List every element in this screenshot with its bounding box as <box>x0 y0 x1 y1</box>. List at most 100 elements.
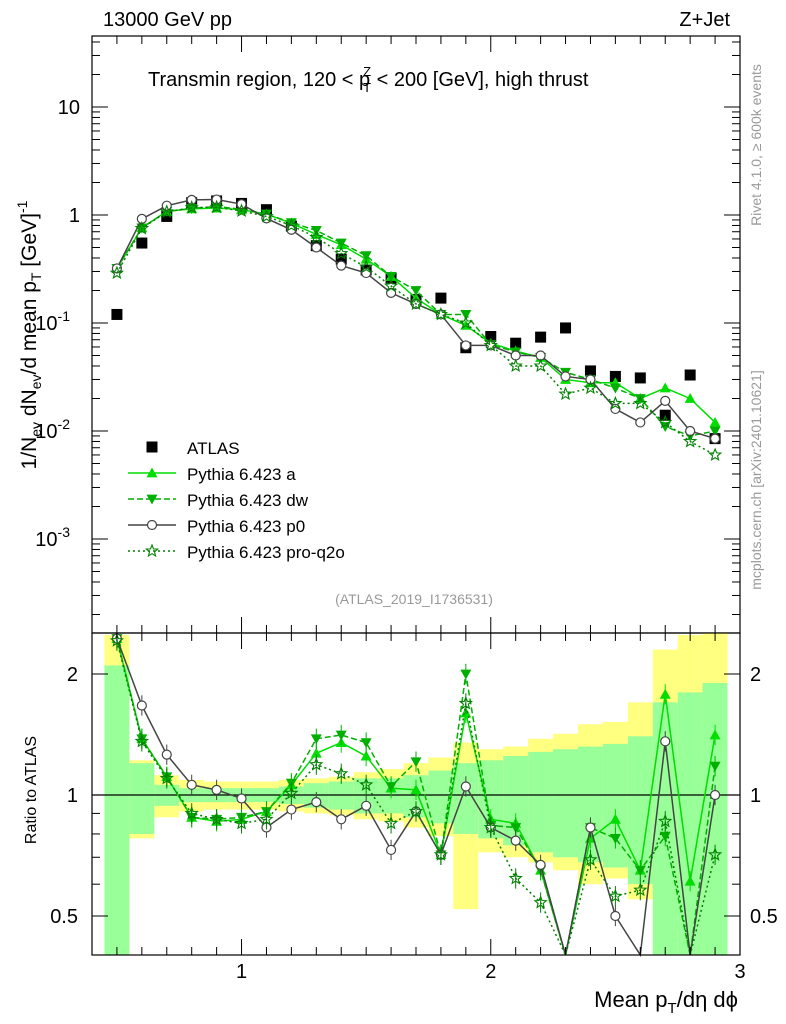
data-point <box>685 425 696 437</box>
data-point <box>159 204 174 218</box>
ratio-point <box>533 895 548 909</box>
ratio-point <box>610 910 621 922</box>
series-pythia-6-423-pro-q2o <box>109 199 723 462</box>
ratio-point <box>508 870 523 885</box>
data-point <box>358 259 374 274</box>
ratio-point <box>259 811 274 826</box>
ratio-point <box>634 865 646 876</box>
ratio-point <box>310 747 322 758</box>
data-point <box>435 292 447 304</box>
ratio-point <box>707 847 723 861</box>
series-line <box>116 207 716 423</box>
data-point <box>635 417 646 428</box>
legend-item: Pythia 6.423 pro-q2o <box>128 543 345 562</box>
ratio-point <box>234 815 249 830</box>
x-tick-label: 2 <box>485 961 496 983</box>
legend-marker <box>144 543 160 558</box>
data-point <box>186 194 197 205</box>
ratio-axis-ticks: 0.5 0.5 1 1 2 2 1 2 3 <box>50 633 778 983</box>
side-label-mcplots: mcplots.cern.ch [arXiv:2401.10621] <box>748 370 764 589</box>
series-line <box>116 205 716 437</box>
ratio-point <box>410 784 422 795</box>
ratio-point <box>659 831 671 842</box>
data-point <box>634 394 646 404</box>
ratio-point <box>184 805 199 820</box>
ratio-point <box>633 882 648 897</box>
ratio-point <box>336 814 347 825</box>
ratio-point <box>385 844 397 856</box>
stat-band <box>104 665 130 955</box>
data-point <box>460 340 471 351</box>
ratio-point <box>136 700 147 711</box>
stat-band <box>528 751 554 853</box>
data-point <box>485 330 497 342</box>
region-title-pre: Transmin region, 120 < p <box>148 69 370 91</box>
ratio-point <box>360 738 372 749</box>
data-point <box>583 380 598 395</box>
ratio-point <box>483 820 498 834</box>
ratio-point <box>385 782 397 792</box>
data-point <box>684 369 696 381</box>
data-point <box>684 392 696 403</box>
main-axis-ticks: 10-3 10-2 10-1 1 10 <box>35 36 741 633</box>
ratio-point <box>383 815 399 830</box>
data-point <box>558 386 573 401</box>
ratio-y-tick-label: 0.5 <box>50 906 78 928</box>
legend-item: Pythia 6.423 p0 <box>128 517 305 536</box>
data-point <box>633 395 648 410</box>
data-point <box>634 372 646 384</box>
ratio-point <box>211 784 222 795</box>
data-point <box>335 253 347 265</box>
data-point <box>336 260 347 271</box>
ratio-point <box>510 835 521 846</box>
data-point <box>309 229 324 244</box>
ratio-data-series <box>109 633 723 958</box>
data-point <box>311 242 322 253</box>
y-tick-label: 10-1 <box>35 308 70 335</box>
y-tick-label: 10 <box>58 97 80 119</box>
data-point <box>109 265 125 280</box>
ratio-point <box>583 852 598 866</box>
legend-label: Pythia 6.423 pro-q2o <box>187 543 345 562</box>
data-point <box>408 296 424 310</box>
data-point <box>658 414 673 429</box>
ratio-point <box>609 813 621 824</box>
ratio-point <box>709 789 721 801</box>
legend: ATLAS Pythia 6.423 a Pythia 6.423 dw Pythia… <box>128 439 345 562</box>
data-point <box>533 358 548 372</box>
region-title-post: < 200 [GeV], high thrust <box>371 69 589 91</box>
data-point <box>186 204 198 214</box>
series-pythia-6-423-dw <box>111 202 721 442</box>
ratio-y-tick-label-right: 1 <box>750 785 761 807</box>
ratio-point <box>284 785 299 800</box>
data-point <box>334 246 349 260</box>
ratio-point <box>186 779 197 790</box>
data-point <box>433 306 448 321</box>
legend-marker <box>146 494 158 505</box>
data-point <box>483 337 498 352</box>
ratio-point <box>309 757 324 771</box>
analysis-id: (ATLAS_2019_I1736531) <box>335 591 493 607</box>
region-title-sub: T <box>363 80 371 95</box>
data-point <box>585 374 596 385</box>
ratio-point <box>335 730 347 741</box>
region-title-sup: Z <box>363 64 371 79</box>
data-point <box>608 395 623 410</box>
data-point <box>659 382 671 393</box>
data-point <box>660 395 671 406</box>
ratio-point <box>585 822 596 833</box>
series-pythia-6-423-p0 <box>111 194 721 444</box>
data-point <box>560 322 572 334</box>
data-point <box>682 434 698 448</box>
data-point <box>560 371 571 382</box>
ratio-point <box>535 859 546 871</box>
data-point <box>335 238 347 249</box>
ratio-point <box>510 823 522 834</box>
stat-band <box>453 763 479 834</box>
data-point <box>460 310 472 320</box>
region-title: Transmin region, 120 < pZ T < 200 [GeV], … <box>148 64 589 95</box>
data-point <box>707 447 723 462</box>
ratio-point <box>159 770 174 785</box>
ratio-point <box>109 633 125 647</box>
